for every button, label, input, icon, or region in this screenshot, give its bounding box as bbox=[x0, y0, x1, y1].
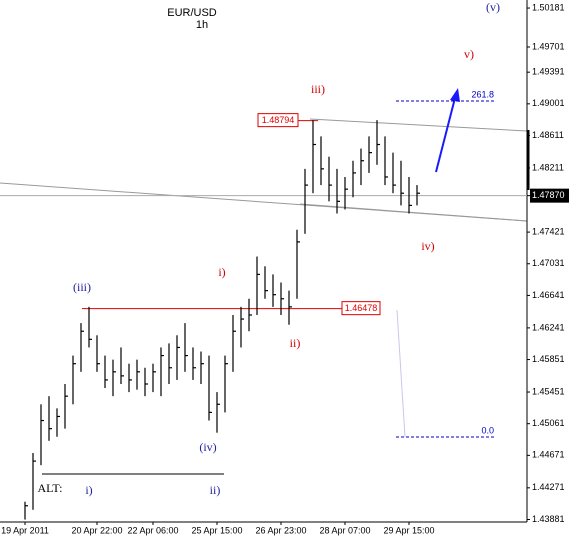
x-tick-label: 28 Apr 07:00 bbox=[319, 525, 370, 535]
y-tick-label: 1.47031 bbox=[532, 258, 565, 268]
y-tick-label: 1.49391 bbox=[532, 67, 565, 77]
fib-connector bbox=[396, 309, 406, 438]
chart-subtitle: 1h bbox=[196, 19, 208, 31]
channel-top bbox=[309, 118, 528, 132]
x-tick-label: 29 Apr 15:00 bbox=[383, 525, 434, 535]
y-tick-label: 1.49001 bbox=[532, 98, 565, 108]
fib-label: 0.0 bbox=[481, 425, 494, 435]
wave-label: iv) bbox=[421, 239, 434, 253]
channel-bottom bbox=[299, 203, 528, 222]
wave-label: iii) bbox=[311, 82, 325, 96]
wave-label: ii) bbox=[290, 336, 301, 350]
y-tick-label: 1.44671 bbox=[532, 450, 565, 460]
wave-label: i) bbox=[85, 483, 92, 497]
y-tick-label: 1.47870 bbox=[532, 190, 565, 200]
y-tick-label: 1.45061 bbox=[532, 418, 565, 428]
y-tick-label: 1.43881 bbox=[532, 514, 565, 524]
arrow-head bbox=[450, 88, 460, 102]
wave-label: ALT: bbox=[38, 481, 63, 495]
wave-label: (iv) bbox=[199, 440, 216, 454]
current-price-box bbox=[530, 188, 569, 203]
level-label: 1.46478 bbox=[345, 303, 378, 313]
wave-label: (iii) bbox=[73, 280, 91, 294]
y-tick-label: 1.46641 bbox=[532, 290, 565, 300]
y-tick-label: 1.45851 bbox=[532, 354, 565, 364]
chart-title: EUR/USD bbox=[167, 7, 217, 19]
wave-label: (v) bbox=[486, 0, 500, 14]
wave-label: ii) bbox=[210, 483, 221, 497]
y-tick-label: 1.47421 bbox=[532, 226, 565, 236]
y-tick-label: 1.48211 bbox=[532, 162, 564, 172]
y-tick-label: 1.45451 bbox=[532, 386, 565, 396]
x-tick-label: 20 Apr 22:00 bbox=[71, 525, 122, 535]
level-label: 1.48794 bbox=[262, 115, 295, 125]
wave-label: i) bbox=[218, 265, 225, 279]
level-box bbox=[341, 301, 381, 316]
arrow bbox=[435, 97, 456, 173]
x-tick-label: 26 Apr 23:00 bbox=[255, 525, 306, 535]
y-tick-label: 1.49701 bbox=[532, 41, 565, 51]
y-tick-label: 1.50181 bbox=[532, 2, 565, 12]
y-tick-label: 1.48611 bbox=[532, 130, 564, 140]
wave-label: v) bbox=[464, 47, 474, 61]
y-tick-label: 1.44271 bbox=[532, 482, 565, 492]
level-box bbox=[257, 113, 299, 128]
x-tick-label: 25 Apr 15:00 bbox=[191, 525, 242, 535]
fib-label: 261.8 bbox=[471, 89, 494, 99]
y-tick-label: 1.46241 bbox=[532, 322, 565, 332]
x-tick-label: 22 Apr 06:00 bbox=[127, 525, 178, 535]
x-tick-label: 19 Apr 2011 bbox=[1, 525, 49, 535]
